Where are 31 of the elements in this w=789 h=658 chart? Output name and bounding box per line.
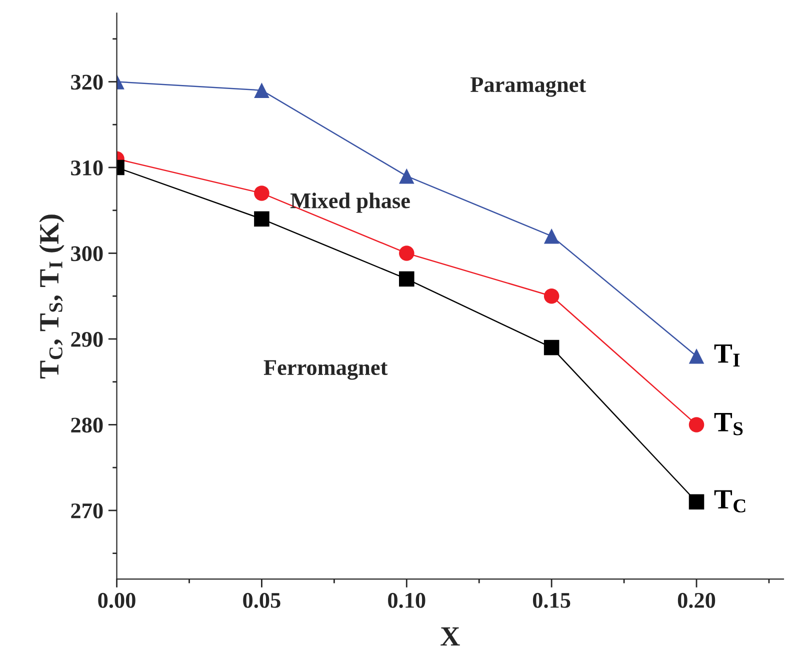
series-label: T$_{C}$ [714, 490, 746, 512]
point [399, 271, 414, 287]
y-tick-label: 270 [71, 503, 103, 518]
point [688, 348, 704, 364]
point [254, 186, 270, 201]
point [254, 82, 270, 98]
annotation: Paramagnet [470, 77, 586, 97]
point [544, 228, 560, 244]
x-tick-label: 0.20 [678, 592, 716, 608]
point [399, 246, 414, 261]
y-tick-label: 280 [71, 418, 103, 433]
series-label: T$_{S}$ [714, 413, 743, 436]
annotation: Ferromagnet [264, 360, 388, 380]
point [688, 494, 704, 510]
x-tick-label: 0.15 [532, 592, 570, 608]
x-tick-label: 0.00 [98, 592, 136, 608]
y-tick-label: 290 [71, 332, 103, 347]
series-label: T$_{I}$ [714, 344, 740, 366]
point [544, 288, 560, 304]
y-tick-label: 320 [71, 74, 103, 90]
y-tick-label: 300 [71, 246, 103, 262]
point [254, 211, 270, 227]
point [399, 168, 414, 184]
y-tick-label: 310 [71, 160, 103, 176]
point [544, 340, 560, 356]
x-tick-label: 0.05 [243, 592, 280, 608]
point [688, 417, 704, 432]
x-tick-label: 0.10 [388, 592, 426, 608]
x-axis-title: X [440, 627, 460, 646]
annotation: Mixed phase [290, 192, 410, 213]
y-axis-title: T$_{C}$, T$_{S}$, T$_{I}$ (K) [39, 214, 64, 378]
